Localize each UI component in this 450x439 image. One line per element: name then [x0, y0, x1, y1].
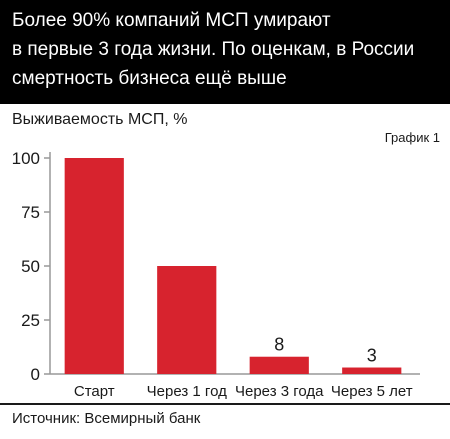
chart-header: Более 90% компаний МСП умирают в первые … — [0, 0, 450, 104]
source-note: Источник: Всемирный банк — [12, 410, 201, 427]
x-tick-label: Через 5 лет — [331, 383, 413, 400]
bar — [342, 367, 402, 374]
x-tick-label: Через 3 года — [235, 383, 324, 400]
x-tick-label: Через 1 год — [147, 383, 227, 400]
title-line-2: в первые 3 года жизни. По оценкам, в Рос… — [12, 39, 415, 60]
bar — [64, 158, 124, 374]
bar — [249, 356, 309, 374]
y-axis-label: Выживаемость МСП, % — [12, 111, 188, 128]
data-label: 8 — [274, 335, 284, 355]
x-tick-label: Старт — [74, 383, 115, 400]
y-tick-label: 0 — [31, 365, 40, 384]
title-line-1: Более 90% компаний МСП умирают — [12, 10, 331, 31]
footer-divider — [0, 403, 450, 405]
data-label: 3 — [367, 346, 377, 366]
bar — [157, 266, 217, 374]
y-tick-label: 100 — [12, 149, 40, 168]
y-tick-label: 75 — [21, 203, 40, 222]
chart-number-label: График 1 — [384, 130, 440, 145]
title-line-3: смертность бизнеса ещё выше — [12, 68, 287, 89]
y-tick-label: 50 — [21, 257, 40, 276]
y-tick-label: 25 — [21, 311, 40, 330]
